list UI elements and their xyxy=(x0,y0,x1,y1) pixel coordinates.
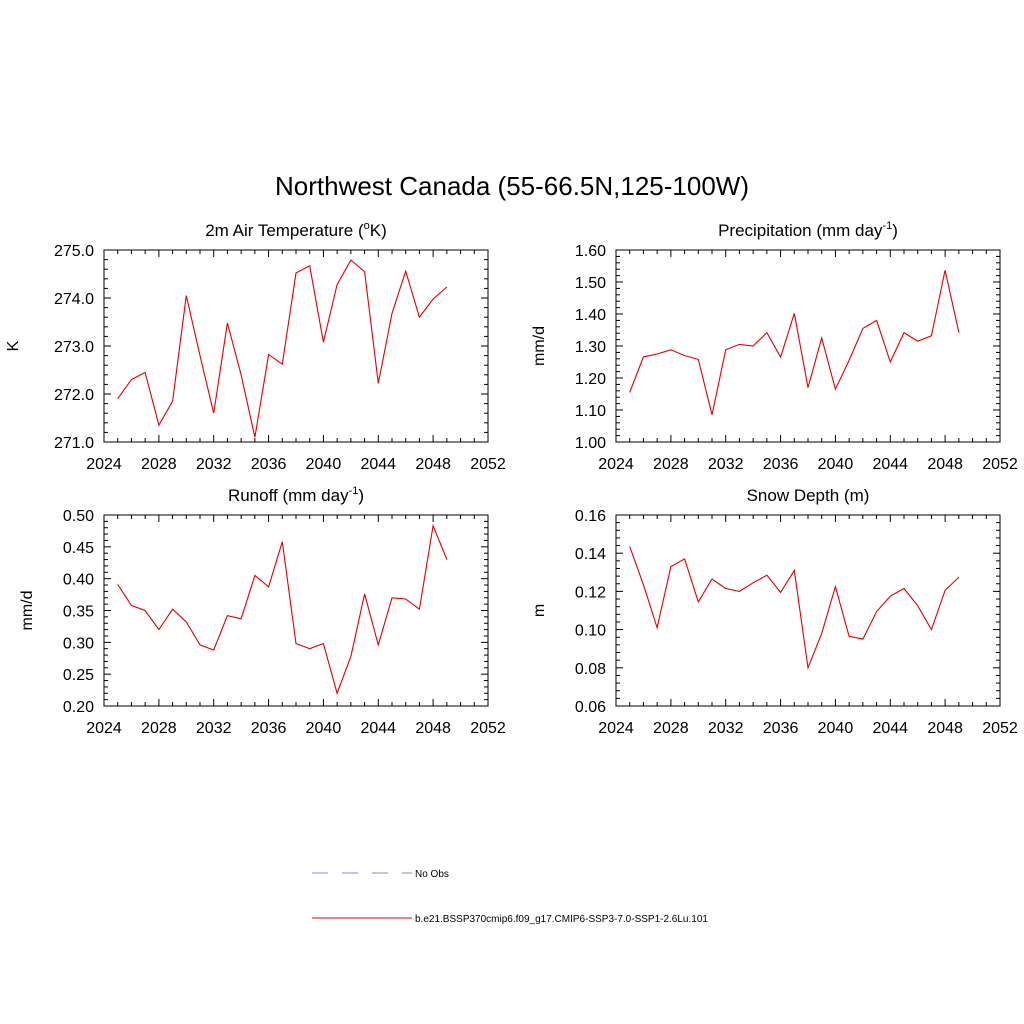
panel-title: Runoff (mm day-1) xyxy=(228,485,364,505)
y-tick-label: 1.60 xyxy=(575,243,606,260)
panel-title: Precipitation (mm day-1) xyxy=(718,220,898,240)
x-tick-label: 2024 xyxy=(598,456,634,473)
x-tick-label: 2040 xyxy=(818,456,854,473)
x-tick-label: 2036 xyxy=(251,720,287,737)
x-tick-label: 2044 xyxy=(360,456,396,473)
legend-model-label: b.e21.BSSP370cmip6.f09_g17.CMIP6-SSP3-7.… xyxy=(415,914,708,925)
y-tick-label: 0.10 xyxy=(575,623,606,640)
x-tick-label: 2052 xyxy=(982,456,1018,473)
y-tick-label: 0.20 xyxy=(63,699,94,716)
y-tick-label: 0.08 xyxy=(575,661,606,678)
panels: 2024 2028 2032 2036 2040 2044 2048 2052 271.0 272… xyxy=(5,220,1018,737)
x-tick-label: 2028 xyxy=(653,456,689,473)
x-tick-label: 2040 xyxy=(818,720,854,737)
x-tick-label: 2048 xyxy=(415,720,451,737)
x-tick-label: 2032 xyxy=(708,720,744,737)
y-tick-label: 0.45 xyxy=(63,540,94,557)
y-tick-label: 0.40 xyxy=(63,572,94,589)
panel-title: Snow Depth (m) xyxy=(747,486,870,505)
y-tick-label: 0.12 xyxy=(575,584,606,601)
y-tick-label: 1.00 xyxy=(575,435,606,452)
figure-title: Northwest Canada (55-66.5N,125-100W) xyxy=(275,171,749,201)
x-tick-label: 2032 xyxy=(196,720,232,737)
panel-title-tail: ) xyxy=(892,221,898,240)
y-tick-label: 273.0 xyxy=(54,339,94,356)
y-tick-label: 1.20 xyxy=(575,371,606,388)
plot-frame xyxy=(103,249,489,443)
y-axis-label: m xyxy=(531,604,548,617)
x-tick-label: 2044 xyxy=(872,720,908,737)
y-axis-label: mm/d xyxy=(19,591,36,631)
y-axis-label: K xyxy=(5,340,22,351)
y-tick-label: 0.50 xyxy=(63,508,94,525)
x-tick-label: 2040 xyxy=(306,720,342,737)
x-tick-label: 2028 xyxy=(141,720,177,737)
x-tick-label: 2052 xyxy=(982,720,1018,737)
x-tick-label: 2024 xyxy=(86,720,122,737)
legend-obs-label: No Obs xyxy=(415,869,449,880)
chart-panel: 2024 2028 2032 2036 2040 2044 2048 2052 0.06 0.08… xyxy=(531,486,1018,737)
x-tick-label: 2048 xyxy=(415,456,451,473)
panel-title-tail: K) xyxy=(370,221,387,240)
x-tick-label: 2048 xyxy=(927,720,963,737)
x-tick-label: 2040 xyxy=(306,456,342,473)
panel-title-tail: ) xyxy=(358,486,364,505)
x-tick-label: 2036 xyxy=(251,456,287,473)
x-tick-label: 2024 xyxy=(598,720,634,737)
y-tick-label: 0.06 xyxy=(575,699,606,716)
series-line xyxy=(117,259,448,438)
x-tick-label: 2028 xyxy=(653,720,689,737)
y-tick-label: 0.14 xyxy=(575,546,606,563)
x-tick-label: 2028 xyxy=(141,456,177,473)
series-line xyxy=(117,523,448,696)
y-tick-label: 0.30 xyxy=(63,635,94,652)
chart-panel: 2024 2028 2032 2036 2040 2044 2048 2052 0.20 0.25… xyxy=(19,485,506,737)
y-tick-label: 274.0 xyxy=(54,291,94,308)
panel-title-superscript: -1 xyxy=(882,220,892,232)
y-tick-label: 271.0 xyxy=(54,435,94,452)
x-tick-label: 2044 xyxy=(360,720,396,737)
x-tick-label: 2036 xyxy=(763,720,799,737)
y-tick-label: 0.35 xyxy=(63,604,94,621)
x-tick-label: 2048 xyxy=(927,456,963,473)
panel-title-main: Runoff (mm day xyxy=(228,486,349,505)
y-tick-label: 1.30 xyxy=(575,339,606,356)
series-line xyxy=(629,546,960,670)
x-tick-label: 2024 xyxy=(86,456,122,473)
y-tick-label: 275.0 xyxy=(54,243,94,260)
legend: No Obs b.e21.BSSP370cmip6.f09_g17.CMIP6-… xyxy=(312,869,708,925)
panel-title-main: Precipitation (mm day xyxy=(718,221,883,240)
y-tick-label: 0.16 xyxy=(575,508,606,525)
x-tick-label: 2052 xyxy=(470,456,506,473)
y-tick-label: 0.25 xyxy=(63,667,94,684)
x-tick-label: 2032 xyxy=(196,456,232,473)
plot-frame xyxy=(615,514,1001,707)
series-line xyxy=(629,270,960,415)
panel-title: 2m Air Temperature (oK) xyxy=(205,220,387,240)
panel-title-main: Snow Depth (m) xyxy=(747,486,870,505)
x-tick-label: 2044 xyxy=(872,456,908,473)
panel-title-main: 2m Air Temperature ( xyxy=(205,221,364,240)
panel-title-superscript: o xyxy=(364,220,370,232)
panel-title-superscript: -1 xyxy=(349,485,359,497)
chart-panel: 2024 2028 2032 2036 2040 2044 2048 2052 1.00 1.10… xyxy=(531,220,1018,473)
y-tick-label: 1.40 xyxy=(575,307,606,324)
y-axis-label: mm/d xyxy=(531,326,548,366)
y-tick-label: 1.10 xyxy=(575,403,606,420)
x-tick-label: 2052 xyxy=(470,720,506,737)
y-tick-label: 272.0 xyxy=(54,387,94,404)
x-tick-label: 2032 xyxy=(708,456,744,473)
plot-frame xyxy=(615,249,1001,443)
chart-panel: 2024 2028 2032 2036 2040 2044 2048 2052 271.0 272… xyxy=(5,220,506,473)
y-tick-label: 1.50 xyxy=(575,275,606,292)
x-tick-label: 2036 xyxy=(763,456,799,473)
